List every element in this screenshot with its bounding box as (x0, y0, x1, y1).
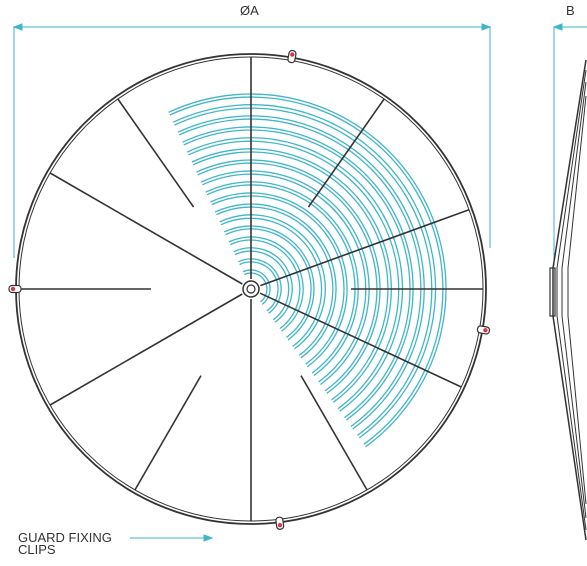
guard-ring (192, 151, 389, 401)
guard-ring (168, 93, 447, 448)
guard-ring (188, 140, 400, 410)
fixing-clip (476, 325, 491, 335)
guard-ring (183, 129, 411, 419)
guard-ring (242, 269, 271, 305)
guard-ring (238, 258, 282, 314)
spoke-short (307, 98, 385, 208)
guard-ring (228, 236, 304, 332)
side-view (549, 59, 587, 541)
guard-ring (191, 148, 392, 403)
guard-rings (168, 93, 447, 448)
guard-ring (202, 173, 367, 383)
fixing-clip (8, 284, 22, 294)
spoke-short (134, 375, 202, 491)
guard-ring (172, 104, 437, 439)
guard-ring (186, 137, 404, 412)
spoke-short (300, 375, 368, 491)
guard-ring (177, 115, 425, 430)
spoke (259, 292, 462, 388)
guard-ring (233, 247, 293, 323)
dimension-a (12, 23, 492, 258)
fixing-clip (287, 49, 297, 64)
dimension-b-label: B (566, 3, 575, 18)
guard-ring (169, 96, 444, 445)
guard-fixing-clips-label: GUARD FIXING CLIPS (18, 530, 112, 557)
clips-leader (130, 534, 214, 542)
fixing-clip (275, 516, 285, 530)
hub (242, 280, 260, 298)
clips-label-line1: GUARD FIXING (18, 530, 112, 545)
spoke (49, 172, 243, 285)
guard-ring (220, 217, 323, 347)
guard-spokes (19, 57, 483, 521)
guard-ring (210, 192, 348, 368)
guard-ring (178, 118, 422, 428)
spoke (49, 293, 243, 406)
guard-fixing-clips (8, 49, 491, 530)
guard-ring (196, 159, 381, 394)
dimension-b (552, 23, 587, 266)
guard-ring (174, 107, 433, 436)
clips-label-line2: CLIPS (18, 542, 56, 557)
spoke (260, 208, 470, 287)
dimension-a-label: ØA (240, 3, 259, 18)
guard-ring (239, 261, 279, 312)
guard-ring (243, 272, 268, 303)
guard-ring (234, 250, 290, 321)
guard-ring (182, 126, 414, 421)
guard-ring (230, 239, 301, 330)
spoke-short (117, 98, 195, 208)
guard-ring (225, 228, 312, 339)
